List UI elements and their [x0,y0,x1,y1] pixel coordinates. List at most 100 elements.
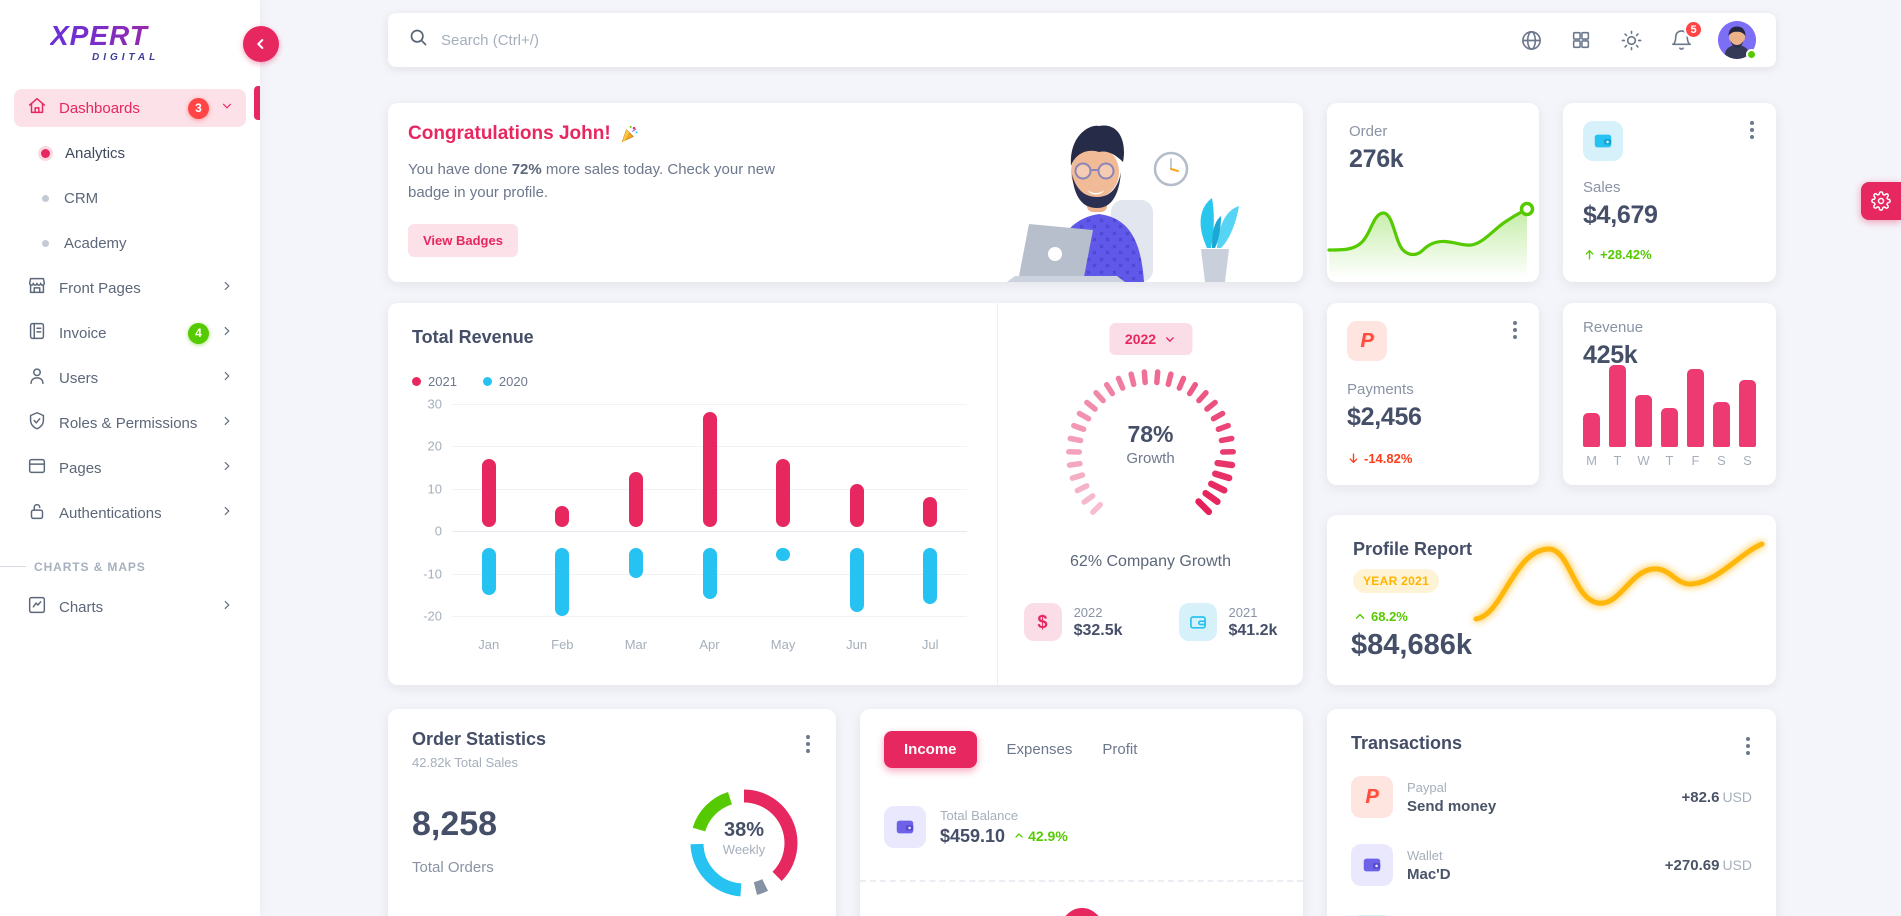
sidebar-item-academy[interactable]: Academy [14,224,246,262]
view-badges-button[interactable]: View Badges [408,224,518,257]
topbar: 5 [388,13,1776,67]
sidebar-item-invoice[interactable]: Invoice 4 [14,314,246,352]
arrow-up-icon [1585,250,1594,260]
sidebar-item-label: Analytics [65,144,126,162]
revenue-bar-2020 [555,548,570,617]
revenue-bar-2020 [481,548,496,596]
user-avatar[interactable] [1718,21,1757,63]
globe-icon [1521,30,1541,50]
y-axis-tick: 30 [427,396,442,412]
sidebar-item-dashboards[interactable]: Dashboards 3 [14,89,246,127]
tab-profit[interactable]: Profit [1102,741,1138,758]
sidebar-item-front-pages[interactable]: Front Pages [14,269,246,307]
chevron-right-icon [220,459,234,477]
sidebar-collapse-button[interactable] [243,26,279,62]
total-orders-value: 8,258 [412,805,498,843]
total-revenue-bar-chart: 30 20 10 0 -10 -20 [412,395,972,625]
balance-value: $459.10 [940,825,1006,846]
total-revenue-card: Total Revenue 2021 2020 30 20 10 0 -10 -20 Jan… [388,303,1303,685]
revenue-bar-2021 [849,484,864,528]
main-content: 5 Congratulations John! [388,0,1776,916]
tab-income[interactable]: Income [884,731,977,768]
income-expenses-card: Income Expenses Profit Total Balance $45… [860,709,1303,916]
sidebar-item-users[interactable]: Users [14,359,246,397]
kebab-menu[interactable] [1742,119,1762,141]
sidebar-nav: Dashboards 3 Analytics CRM Academy Front… [0,81,260,626]
revenue-bar-2020 [702,548,717,600]
revenue-bar-2021 [628,471,643,528]
year-badge: YEAR 2021 [1353,569,1440,593]
weekday-label: W [1637,453,1650,468]
sidebar-item-label: Pages [59,459,102,477]
sidebar-item-analytics[interactable]: Analytics [14,134,246,172]
sidebar-item-authentications[interactable]: Authentications [14,494,246,532]
sidebar-item-charts[interactable]: Charts [14,588,246,626]
transaction-row[interactable]: P Paypal Send money +82.6 USD [1351,773,1752,821]
year-stat-2022: $ 2022 $32.5k [1023,603,1123,641]
growth-gauge-section: 2022 78% Growth 62% Company Growth $ 202… [998,303,1303,685]
total-revenue-title: Total Revenue [412,327,534,347]
congratulations-card: Congratulations John! You have done 72% … [388,103,1303,282]
chart-legend: 2021 2020 [412,374,973,389]
customizer-toggle-button[interactable] [1861,182,1901,220]
kebab-menu[interactable] [1738,735,1758,757]
chevron-right-icon [220,504,234,522]
chevron-down-icon [1165,336,1174,342]
transaction-row[interactable]: Wallet Mac'D +270.69 USD [1351,841,1752,889]
dot-icon [42,239,49,247]
notifications-button[interactable]: 5 [1668,20,1703,53]
language-button[interactable] [1518,27,1544,53]
revenue-bar-2020 [628,548,643,579]
paypal-icon: P [1347,321,1387,361]
chart-icon [26,594,48,620]
sidebar-item-label: Authentications [59,504,162,522]
sidebar-item-label: Roles & Permissions [59,414,198,432]
kebab-menu[interactable] [798,733,818,755]
caret-up-icon [1015,833,1023,838]
chart-x-axis-labels: Jan Feb Mar Apr May Jun Jul [412,637,972,657]
topbar-actions: 5 [1518,20,1757,63]
weekday-bar [1609,365,1626,447]
sidebar-item-crm[interactable]: CRM [14,179,246,217]
search-icon [408,27,429,53]
storefront-icon [26,275,48,301]
chevron-right-icon [220,369,234,387]
weekday-label: M [1586,453,1597,468]
theme-toggle-button[interactable] [1618,27,1644,53]
chevron-left-icon [257,39,264,49]
x-axis-label: Feb [551,637,574,652]
kebab-menu[interactable] [1505,319,1525,341]
total-balance-row: Total Balance $459.10 42.9% [884,806,1068,848]
y-axis-tick: -10 [423,566,442,582]
sidebar-item-roles-permissions[interactable]: Roles & Permissions [14,404,246,442]
payments-card: P Payments $2,456 -14.82% [1327,303,1539,485]
sun-icon [1621,30,1641,50]
revenue-bar-2021 [776,458,791,528]
payments-value: $2,456 [1347,403,1422,431]
x-axis-label: Jun [846,637,868,652]
legend-item[interactable]: 2021 [412,374,457,389]
legend-item[interactable]: 2020 [482,374,528,389]
chevron-right-icon [220,279,234,297]
order-card: Order 276k [1327,103,1539,282]
brand-tagline: DIGITAL [92,52,160,63]
chevron-down-icon [220,99,234,117]
tab-expenses[interactable]: Expenses [1006,741,1073,758]
active-item-indicator [254,86,260,120]
weekly-orders-donut-chart: 38% Weekly [684,783,804,903]
search-input[interactable] [441,31,861,49]
dashed-divider [860,880,1303,882]
weekday-label: T [1665,453,1674,468]
sidebar-item-pages[interactable]: Pages [14,449,246,487]
transaction-row[interactable] [1351,912,1752,916]
gauge-value: 78% [1127,421,1174,447]
revenue-bar-2021 [555,505,570,528]
year-select[interactable]: 2022 [1108,323,1193,355]
layout-icon [26,455,48,481]
brand-logo[interactable]: XPERT DIGITAL [0,0,260,81]
shortcuts-button[interactable] [1568,27,1594,53]
search-bar[interactable] [408,27,1518,53]
payments-label: Payments [1347,381,1414,398]
sidebar-item-label: Academy [64,234,127,252]
sales-card: Sales $4,679 +28.42% [1563,103,1776,282]
